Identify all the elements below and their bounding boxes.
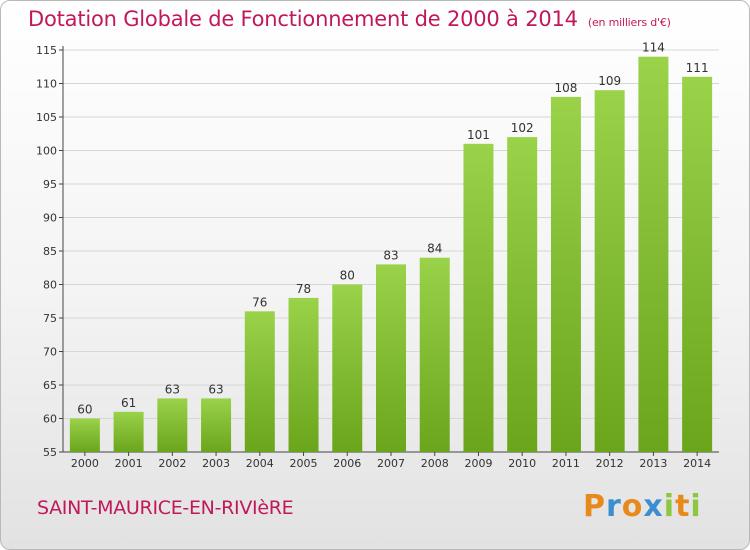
x-tick-label: 2002 [158,457,186,470]
y-tick-label: 70 [43,346,57,359]
bar [376,264,406,452]
bar [638,56,669,452]
x-tick-label: 2010 [508,457,536,470]
bar-value-label: 108 [554,81,577,95]
x-tick-label: 2008 [421,457,449,470]
bar [288,297,319,452]
logo-letter: t [675,489,691,524]
x-tick-label: 2011 [552,457,580,470]
bar-value-label: 101 [467,128,490,142]
y-tick-label: 110 [36,78,57,91]
x-tick-label: 2013 [639,457,667,470]
chart-title-text: Dotation Globale de Fonctionnement de 20… [28,7,578,31]
x-tick-label: 2005 [290,457,318,470]
bar-value-label: 63 [208,382,223,396]
bar [463,143,494,453]
y-tick-label: 105 [36,111,57,124]
y-tick-label: 100 [36,145,57,158]
y-tick-label: 95 [43,178,57,191]
bar [594,90,625,452]
bar [550,96,581,453]
x-tick-label: 2009 [464,457,492,470]
proxiti-logo: Proxiti [583,489,702,524]
x-tick-label: 2003 [202,457,230,470]
bar-value-label: 76 [252,295,267,309]
bar-value-label: 63 [165,382,180,396]
bar-value-label: 78 [296,282,311,296]
bar-value-label: 109 [598,74,621,88]
bar-value-label: 84 [427,242,442,256]
bar-value-label: 61 [121,396,136,410]
y-tick-label: 55 [43,446,57,459]
y-tick-label: 85 [43,245,57,258]
logo-letter: i [690,489,702,524]
x-tick-label: 2000 [71,457,99,470]
x-tick-label: 2006 [333,457,361,470]
y-tick-label: 115 [36,44,57,57]
logo-letter: i [663,489,676,524]
bar-value-label: 80 [340,269,355,283]
bar [201,398,232,452]
logo-letter: o [621,489,644,524]
bar-value-label: 83 [383,248,398,262]
y-tick-label: 75 [43,312,57,325]
x-tick-label: 2014 [683,457,711,470]
x-tick-label: 2012 [596,457,624,470]
bar [113,411,144,452]
x-tick-label: 2007 [377,457,405,470]
y-tick-label: 90 [43,212,57,225]
commune-name: SAINT-MAURICE-EN-RIVIèRE [37,497,294,519]
chart-title: Dotation Globale de Fonctionnement de 20… [28,7,671,31]
bar-value-label: 60 [77,403,92,417]
chart-unit: (en milliers d'€) [587,16,671,29]
bar [507,137,538,452]
logo-letter: r [606,489,622,524]
bar [682,76,713,453]
logo-letter: x [643,489,664,524]
bar-value-label: 114 [642,41,665,55]
y-tick-label: 80 [43,279,57,292]
bar [244,311,275,452]
x-tick-label: 2004 [246,457,274,470]
bar [157,398,188,452]
x-tick-label: 2001 [115,457,143,470]
y-tick-label: 60 [43,413,57,426]
bar [419,257,450,452]
bar [69,418,100,452]
y-tick-label: 65 [43,379,57,392]
logo-letter: P [583,489,606,524]
bar-value-label: 111 [686,61,709,75]
bar [332,284,363,452]
bar-value-label: 102 [511,121,534,135]
